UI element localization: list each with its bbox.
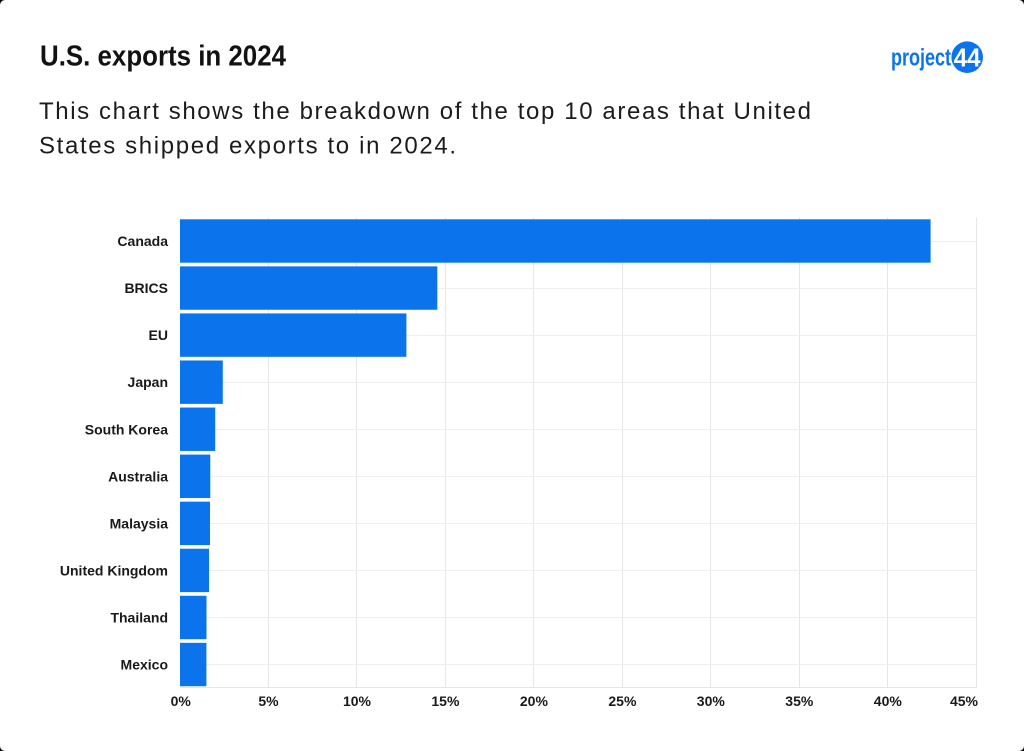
- svg-text:44: 44: [954, 43, 982, 73]
- svg-text:United Kingdom: United Kingdom: [60, 562, 168, 578]
- svg-text:0%: 0%: [171, 693, 192, 709]
- svg-text:30%: 30%: [697, 693, 726, 709]
- svg-text:Australia: Australia: [108, 468, 168, 484]
- svg-text:EU: EU: [149, 327, 168, 343]
- svg-text:South Korea: South Korea: [85, 421, 168, 437]
- svg-text:Mexico: Mexico: [121, 657, 168, 673]
- svg-text:45%: 45%: [950, 693, 979, 709]
- svg-text:5%: 5%: [258, 693, 279, 709]
- svg-text:This chart shows the breakdown: This chart shows the breakdown of the to…: [39, 98, 811, 125]
- svg-text:Thailand: Thailand: [110, 610, 168, 626]
- svg-text:Malaysia: Malaysia: [110, 515, 169, 531]
- svg-text:BRICS: BRICS: [124, 280, 168, 296]
- svg-text:20%: 20%: [520, 693, 549, 709]
- svg-text:U.S. exports in 2024: U.S. exports in 2024: [40, 41, 286, 73]
- svg-text:States shipped exports to in 2: States shipped exports to in 2024.: [39, 132, 456, 159]
- svg-text:40%: 40%: [874, 693, 903, 709]
- svg-text:Canada: Canada: [117, 233, 168, 249]
- svg-text:10%: 10%: [343, 693, 372, 709]
- svg-text:25%: 25%: [608, 693, 637, 709]
- svg-text:project: project: [891, 45, 951, 72]
- svg-text:Japan: Japan: [128, 374, 168, 390]
- svg-text:35%: 35%: [785, 693, 814, 709]
- svg-text:15%: 15%: [431, 693, 460, 709]
